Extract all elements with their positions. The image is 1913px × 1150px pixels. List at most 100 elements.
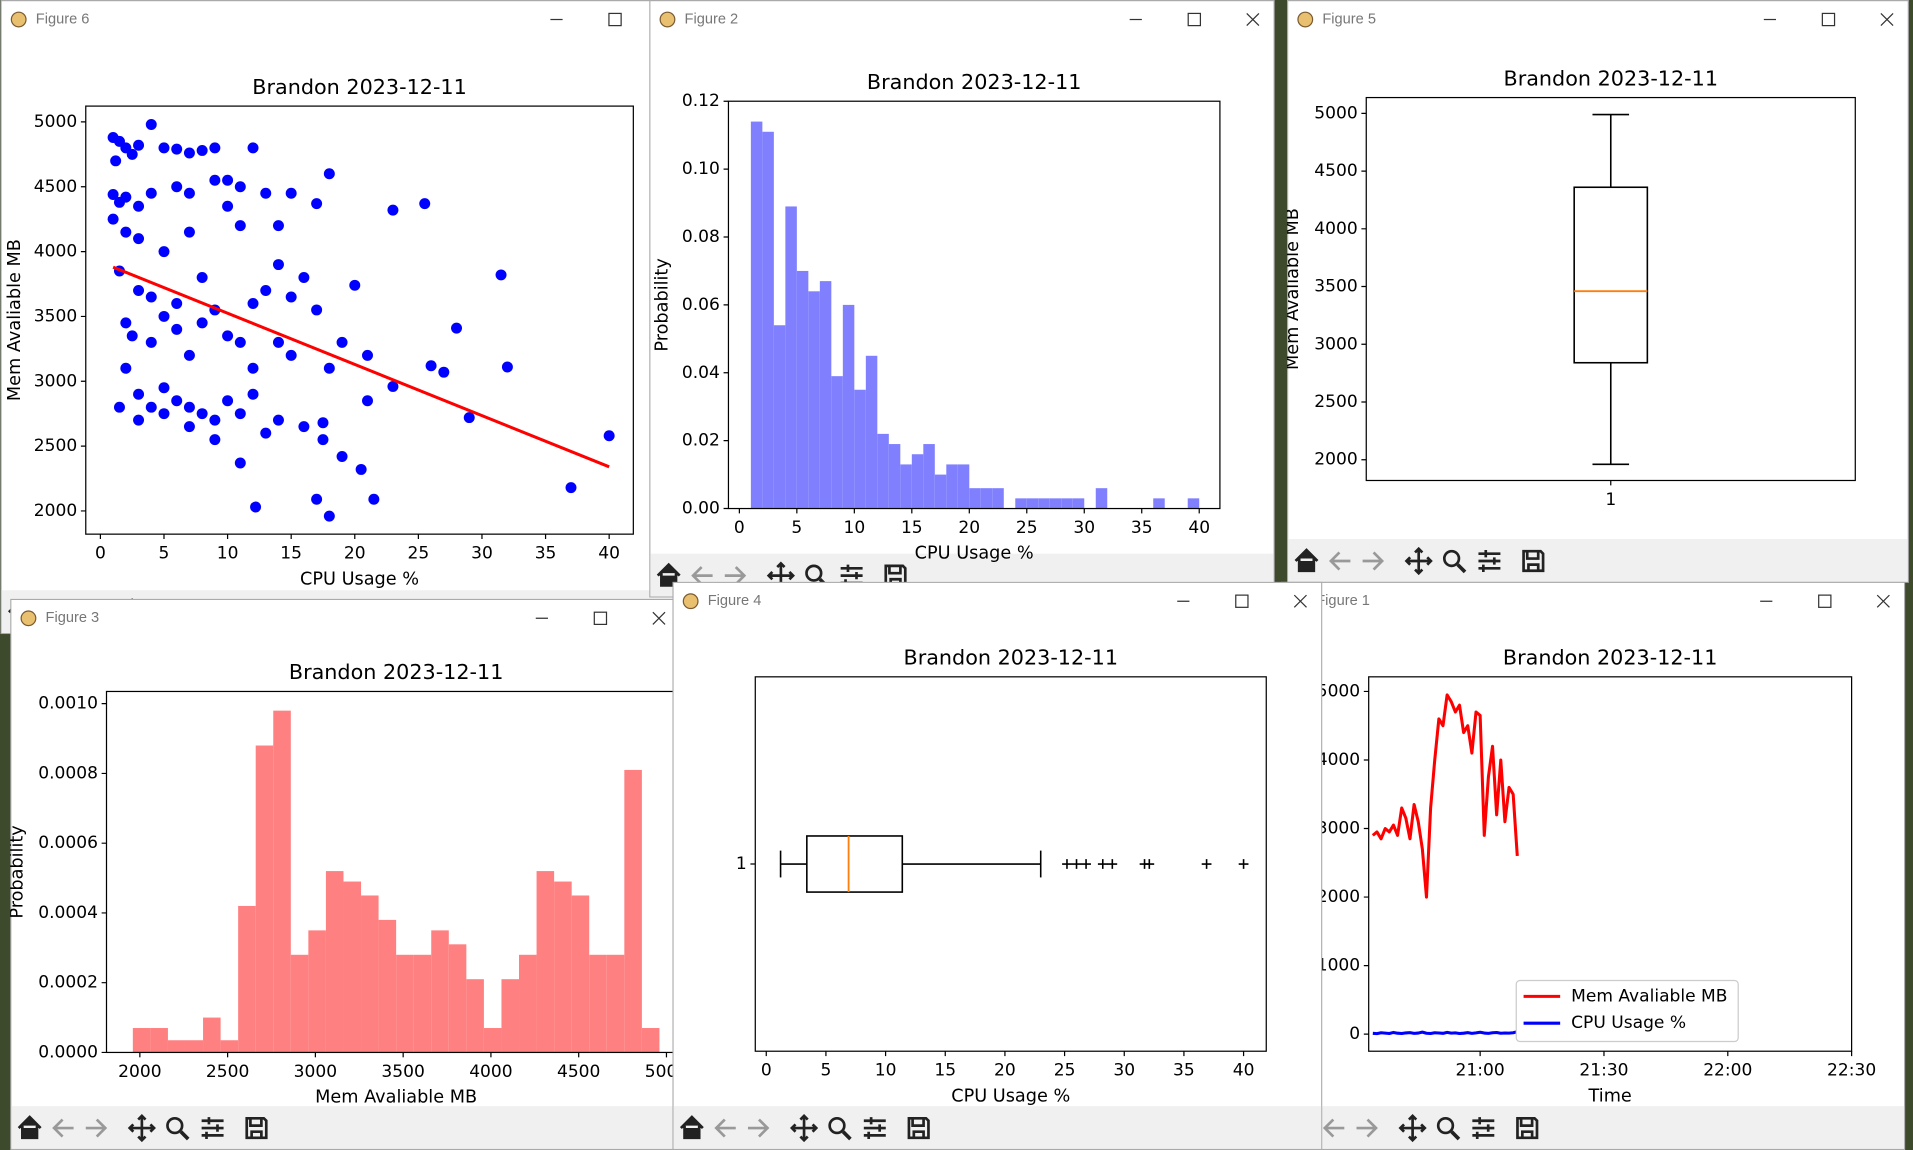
x-tick-label: 40 bbox=[1233, 1061, 1255, 1081]
x-tick-label: 22:00 bbox=[1703, 1061, 1752, 1081]
y-tick-label: 2000 bbox=[34, 501, 77, 521]
scatter-point bbox=[171, 323, 183, 335]
window: Figure 6 0 5 10 15 20 25 30 35 40 2000 2500 3000 3500… bbox=[0, 0, 696, 635]
maximize-button[interactable] bbox=[1235, 594, 1249, 608]
scatter-point bbox=[451, 322, 463, 334]
x-tick-label: 0 bbox=[95, 544, 106, 564]
y-tick-label: 3500 bbox=[1314, 277, 1357, 297]
maximize-button[interactable] bbox=[1187, 12, 1202, 27]
maximize-button[interactable] bbox=[1821, 12, 1836, 27]
x-axis-label: Time bbox=[1588, 1086, 1632, 1106]
close-button[interactable] bbox=[1246, 12, 1260, 27]
x-tick-label: 25 bbox=[1016, 518, 1038, 538]
back-button[interactable] bbox=[52, 1118, 74, 1138]
flier bbox=[1144, 859, 1155, 869]
scatter-point bbox=[317, 417, 329, 429]
scatter-point bbox=[336, 336, 348, 348]
configure-button[interactable] bbox=[863, 1117, 886, 1140]
back-button[interactable] bbox=[714, 1118, 736, 1138]
histogram-bar bbox=[483, 1028, 502, 1053]
flier bbox=[1097, 859, 1108, 869]
scatter-point bbox=[234, 457, 246, 469]
x-tick-label: 21:00 bbox=[1456, 1061, 1505, 1081]
window-title: Figure 5 bbox=[1322, 11, 1376, 27]
configure-button[interactable] bbox=[1472, 1117, 1495, 1140]
back-button[interactable] bbox=[1322, 1118, 1345, 1138]
pan-button[interactable] bbox=[1404, 546, 1433, 576]
save-button[interactable] bbox=[1522, 549, 1545, 573]
scatter-point bbox=[323, 362, 335, 374]
histogram-bar bbox=[900, 464, 912, 509]
y-axis-label: Probability bbox=[653, 258, 673, 351]
scatter-point bbox=[501, 361, 513, 373]
home-button[interactable] bbox=[679, 1115, 704, 1140]
window-icon bbox=[20, 610, 37, 627]
plot-title: Brandon 2023-12-11 bbox=[1503, 646, 1718, 670]
save-button[interactable] bbox=[1516, 1116, 1539, 1140]
close-button[interactable] bbox=[1876, 594, 1890, 608]
scatter-point bbox=[311, 304, 323, 316]
plot-title: Brandon 2023-12-11 bbox=[867, 70, 1082, 94]
scatter-point bbox=[222, 200, 234, 212]
histogram-bar bbox=[923, 444, 935, 509]
flier bbox=[1201, 859, 1212, 869]
forward-button[interactable] bbox=[1362, 551, 1385, 571]
pan-button[interactable] bbox=[1398, 1113, 1427, 1143]
y-tick-label: 2500 bbox=[1314, 392, 1357, 412]
maximize-button[interactable] bbox=[1818, 594, 1832, 608]
zoom-button[interactable] bbox=[1436, 1116, 1461, 1141]
x-tick-label: 30 bbox=[471, 544, 493, 564]
close-button[interactable] bbox=[1293, 594, 1307, 608]
y-tick-label: 0.0006 bbox=[38, 833, 98, 853]
scatter-point bbox=[362, 349, 373, 361]
window-icon bbox=[659, 11, 676, 28]
home-button[interactable] bbox=[656, 562, 681, 587]
x-tick-label: 15 bbox=[901, 518, 923, 538]
scatter-point bbox=[145, 401, 157, 413]
pan-button[interactable] bbox=[766, 561, 795, 590]
save-button[interactable] bbox=[907, 1116, 930, 1140]
y-tick-label: 3500 bbox=[34, 306, 77, 326]
save-button[interactable] bbox=[245, 1116, 268, 1140]
scatter-point bbox=[120, 317, 132, 329]
scatter-point bbox=[120, 362, 132, 374]
forward-button[interactable] bbox=[85, 1118, 108, 1138]
y-tick-label: 5000 bbox=[1317, 681, 1360, 701]
histogram-bar bbox=[325, 871, 344, 1053]
window-icon bbox=[682, 593, 699, 610]
x-tick-label: 5000 bbox=[645, 1062, 688, 1082]
home-button[interactable] bbox=[17, 1115, 42, 1140]
scatter-point bbox=[133, 285, 145, 296]
histogram-bar bbox=[762, 131, 774, 509]
configure-button[interactable] bbox=[1478, 550, 1501, 572]
histogram-bar bbox=[536, 871, 555, 1053]
close-button[interactable] bbox=[652, 611, 666, 625]
histogram-bar bbox=[220, 1040, 239, 1053]
zoom-button[interactable] bbox=[1442, 549, 1467, 574]
histogram-bar bbox=[888, 444, 901, 509]
close-button[interactable] bbox=[1880, 12, 1894, 27]
histogram-bar bbox=[911, 454, 924, 509]
x-axis-label: CPU Usage % bbox=[951, 1086, 1070, 1106]
back-button[interactable] bbox=[1328, 551, 1351, 571]
forward-button[interactable] bbox=[1356, 1118, 1378, 1138]
zoom-button[interactable] bbox=[166, 1116, 190, 1141]
pan-button[interactable] bbox=[789, 1113, 819, 1143]
home-button[interactable] bbox=[1294, 548, 1319, 573]
forward-button[interactable] bbox=[724, 566, 747, 586]
flier bbox=[1071, 859, 1082, 869]
pan-button[interactable] bbox=[127, 1113, 156, 1143]
histogram-bar bbox=[854, 389, 866, 509]
scatter-point bbox=[126, 148, 138, 160]
back-button[interactable] bbox=[691, 566, 713, 586]
maximize-button[interactable] bbox=[593, 611, 608, 625]
y-tick-label: 0.00 bbox=[682, 499, 720, 519]
forward-button[interactable] bbox=[747, 1118, 770, 1138]
histogram-bar bbox=[571, 895, 590, 1053]
configure-button[interactable] bbox=[201, 1117, 224, 1140]
maximize-button[interactable] bbox=[608, 12, 622, 27]
zoom-button[interactable] bbox=[828, 1116, 852, 1141]
histogram-bar bbox=[1153, 498, 1165, 509]
y-tick-label: 0.0004 bbox=[38, 903, 98, 923]
x-tick-label: 5 bbox=[791, 518, 802, 538]
